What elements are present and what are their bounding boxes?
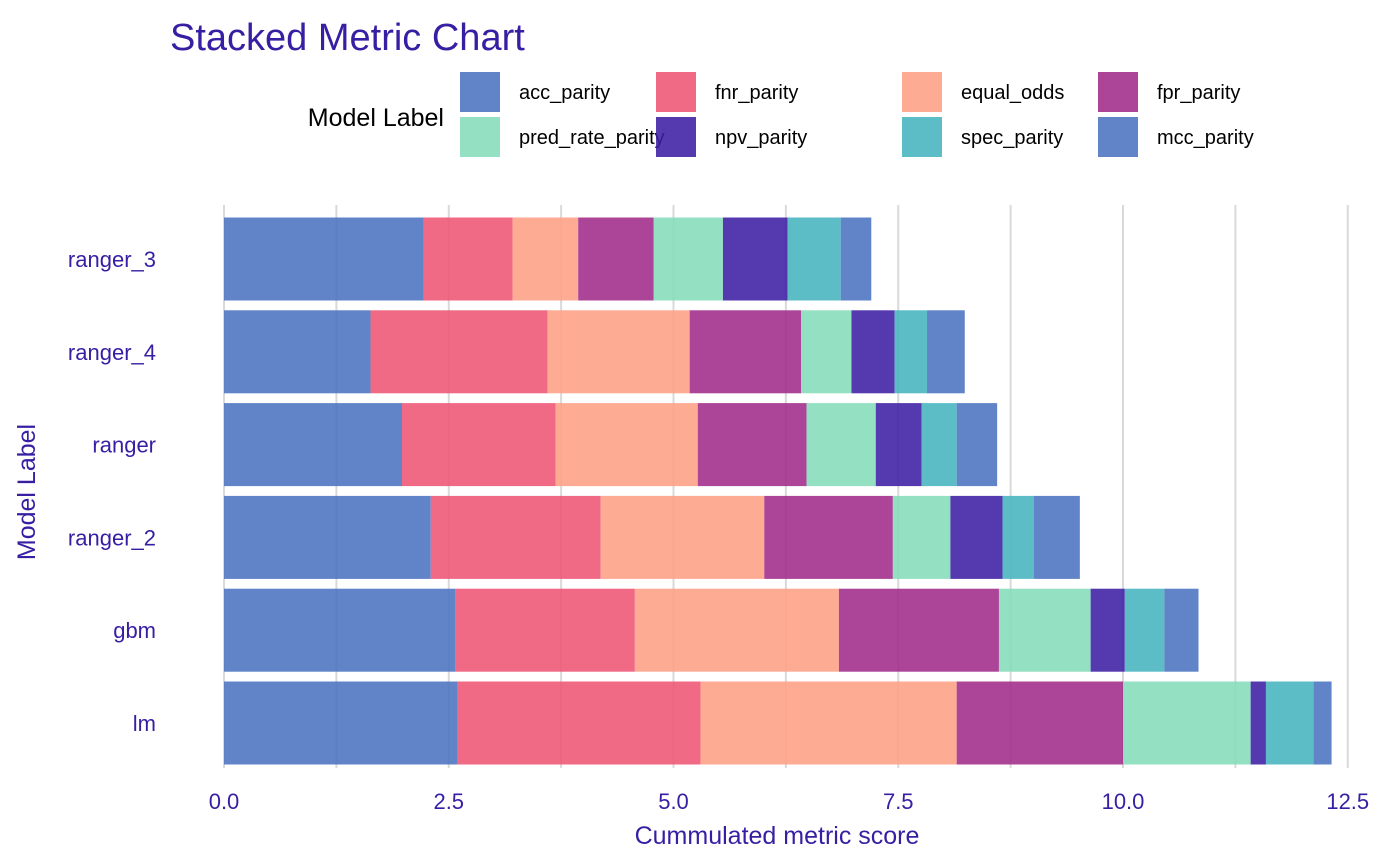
legend-key-fnr_parity	[656, 72, 696, 112]
bar-segment-npv_parity	[1090, 588, 1125, 672]
bar-segment-fnr_parity	[457, 681, 701, 765]
bar-segment-npv_parity	[851, 310, 895, 394]
bars	[224, 217, 1332, 765]
y-tick-labels: lm gbm ranger_2 ranger ranger_4 ranger_3	[68, 247, 156, 736]
x-tick-label: 7.5	[883, 789, 914, 814]
bar-segment-fpr_parity	[578, 217, 654, 301]
bar-segment-mcc_parity	[1033, 495, 1080, 579]
bar-segment-npv_parity	[1250, 681, 1266, 765]
x-tick-label: 0.0	[209, 789, 240, 814]
bar-segment-fpr_parity	[764, 495, 893, 579]
legend-key-equal_odds	[902, 72, 942, 112]
bar-segment-npv_parity	[950, 495, 1003, 579]
legend-key-fpr_parity	[1098, 72, 1138, 112]
legend-key-mcc_parity	[1098, 117, 1138, 157]
bar-segment-mcc_parity	[1313, 681, 1332, 765]
bar-segment-spec_parity	[1002, 495, 1034, 579]
bar-segment-equal_odds	[634, 588, 839, 672]
bar-segment-fnr_parity	[402, 403, 556, 487]
legend-label: npv_parity	[715, 127, 807, 149]
legend-label: mcc_parity	[1157, 127, 1254, 149]
legend-label: spec_parity	[961, 127, 1063, 149]
bar-segment-mcc_parity	[1164, 588, 1199, 672]
bar-segment-pred_rate_parity	[801, 310, 852, 394]
x-tick-labels: 0.0 2.5 5.0 7.5 10.0 12.5	[209, 789, 1369, 814]
bar-segment-acc_parity	[224, 681, 458, 765]
bar-segment-equal_odds	[547, 310, 690, 394]
bar-segment-pred_rate_parity	[806, 403, 876, 487]
legend-label: equal_odds	[961, 82, 1064, 104]
bar-segment-fnr_parity	[455, 588, 635, 672]
x-tick-label: 12.5	[1326, 789, 1369, 814]
y-tick-label: gbm	[113, 618, 156, 643]
x-axis-title: Cummulated metric score	[635, 822, 920, 850]
bar-segment-acc_parity	[224, 310, 371, 394]
legend-key-pred_rate_parity	[460, 117, 500, 157]
legend: Model Label acc_parity fnr_parity equal_od…	[308, 72, 1254, 157]
legend-key-acc_parity	[460, 72, 500, 112]
bar-segment-spec_parity	[894, 310, 928, 394]
bar-segment-spec_parity	[1124, 588, 1165, 672]
bar-segment-equal_odds	[600, 495, 765, 579]
legend-title: Model Label	[308, 104, 444, 132]
bar-segment-pred_rate_parity	[1123, 681, 1251, 765]
bar-segment-pred_rate_parity	[892, 495, 951, 579]
bar-segment-fpr_parity	[838, 588, 999, 672]
bar-segment-acc_parity	[224, 403, 403, 487]
bar-segment-npv_parity	[875, 403, 922, 487]
legend-label: fpr_parity	[1157, 82, 1240, 104]
y-tick-label: ranger_3	[68, 247, 156, 272]
x-tick-label: 2.5	[433, 789, 464, 814]
y-tick-label: ranger_2	[68, 525, 156, 550]
legend-key-npv_parity	[656, 117, 696, 157]
legend-key-spec_parity	[902, 117, 942, 157]
x-tick-label: 5.0	[658, 789, 689, 814]
bar-segment-mcc_parity	[840, 217, 872, 301]
legend-label: pred_rate_parity	[519, 127, 665, 149]
legend-label: acc_parity	[519, 82, 610, 104]
bar-segment-fpr_parity	[689, 310, 802, 394]
bar-segment-spec_parity	[1265, 681, 1314, 765]
bar-segment-acc_parity	[224, 495, 431, 579]
chart-title: Stacked Metric Chart	[170, 17, 525, 59]
legend-items: acc_parity fnr_parity equal_odds fpr_parity…	[460, 72, 1254, 157]
bar-segment-fnr_parity	[430, 495, 601, 579]
bar-segment-npv_parity	[722, 217, 788, 301]
bar-segment-fnr_parity	[370, 310, 548, 394]
y-axis-title: Model Label	[13, 424, 41, 560]
bar-segment-equal_odds	[512, 217, 579, 301]
bar-segment-mcc_parity	[956, 403, 998, 487]
bar-segment-fpr_parity	[697, 403, 807, 487]
y-tick-label: lm	[133, 711, 156, 736]
y-tick-label: ranger	[92, 433, 156, 458]
bar-segment-acc_parity	[224, 217, 424, 301]
bar-segment-spec_parity	[921, 403, 957, 487]
bar-segment-mcc_parity	[927, 310, 965, 394]
bar-segment-fpr_parity	[956, 681, 1123, 765]
bar-segment-pred_rate_parity	[998, 588, 1091, 672]
x-tick-label: 10.0	[1102, 789, 1145, 814]
bar-segment-spec_parity	[787, 217, 841, 301]
bar-segment-equal_odds	[700, 681, 957, 765]
bar-segment-pred_rate_parity	[653, 217, 723, 301]
bar-segment-fnr_parity	[423, 217, 513, 301]
y-tick-label: ranger_4	[68, 340, 156, 365]
legend-label: fnr_parity	[715, 82, 798, 104]
bar-segment-equal_odds	[555, 403, 698, 487]
bar-segment-acc_parity	[224, 588, 456, 672]
